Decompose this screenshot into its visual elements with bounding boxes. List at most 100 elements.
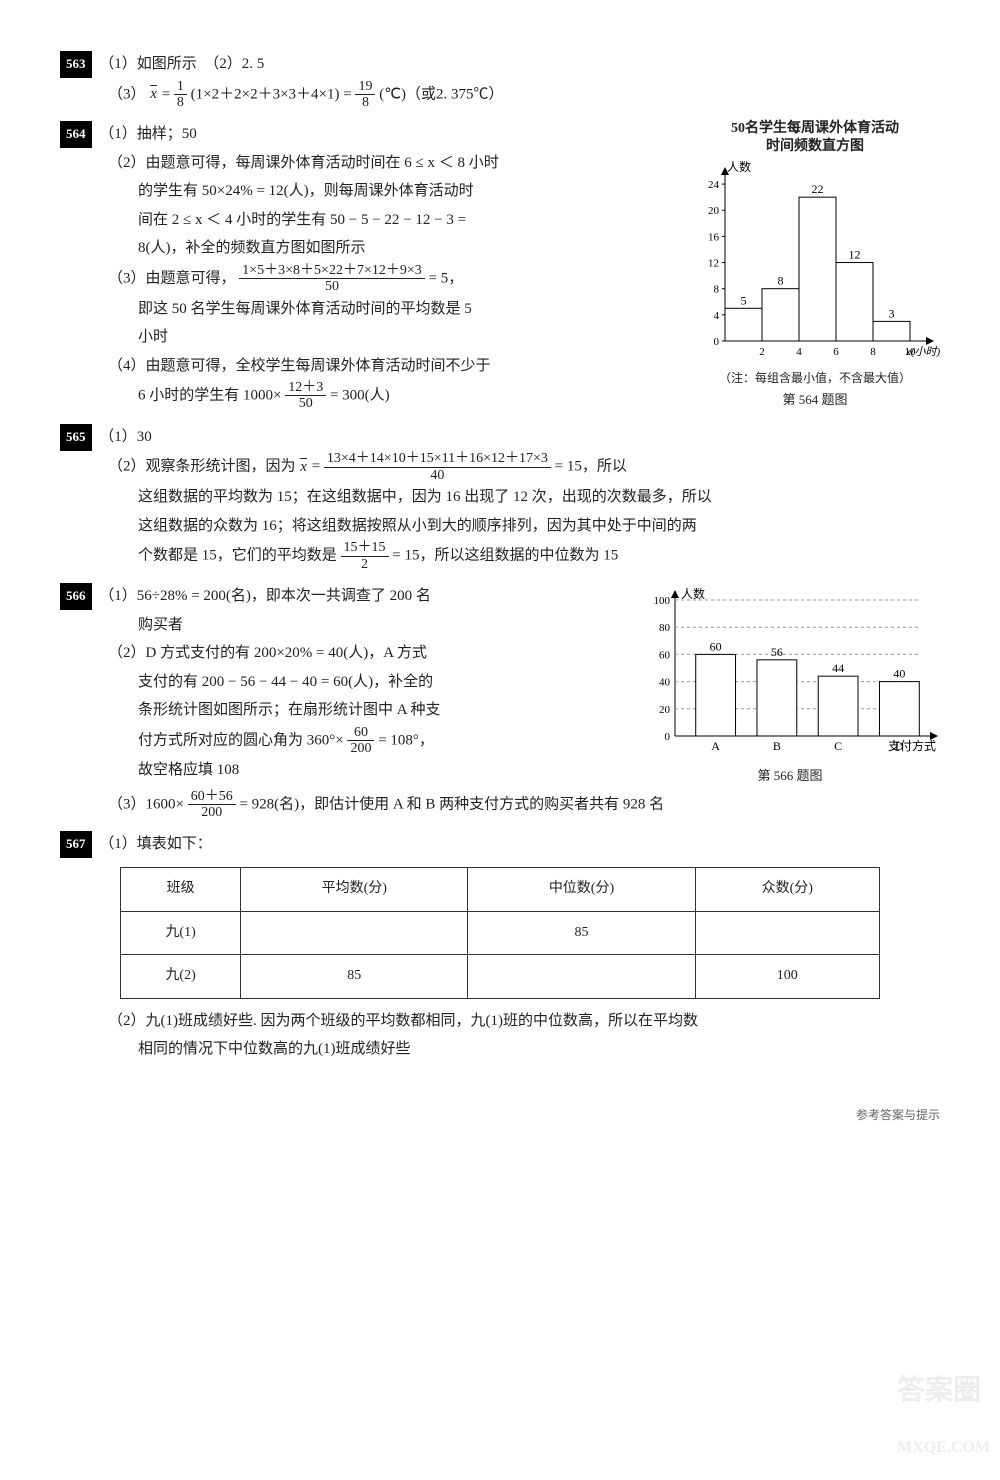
chart-caption: 第 566 题图: [640, 764, 940, 789]
line: （2）观察条形统计图，因为 x = 13×4＋14×10＋15×11＋16×12…: [60, 451, 940, 483]
problem-number: 563: [60, 51, 92, 78]
line: 的学生有 50×24% = 12(人)，则每周课外体育活动时: [60, 177, 680, 206]
svg-text:8: 8: [714, 283, 720, 295]
bar-chart-svg: 02040608010060A56B44C40D人数支付方式: [640, 582, 940, 762]
line: 付方式所对应的圆心角为 360°× 60200 = 108°，: [60, 725, 630, 757]
problem-563: 563 （1）如图所示 （2）2. 5 （3） x = 18 (1×2＋2×2＋…: [60, 50, 940, 110]
svg-text:60: 60: [710, 639, 722, 653]
line: 6 小时的学生有 1000× 12＋350 = 300(人): [60, 380, 680, 412]
svg-text:8: 8: [870, 346, 876, 358]
line: （2）九(1)班成绩好些. 因为两个班级的平均数都相同，九(1)班的中位数高，所…: [60, 1007, 940, 1036]
table-567: 班级 平均数(分) 中位数(分) 众数(分) 九(1) 85 九(2) 85 1…: [120, 867, 880, 999]
line: 间在 2 ≤ x ＜ 4 小时的学生有 50 − 5 − 22 − 12 − 3…: [60, 206, 680, 235]
line: （2）由题意可得，每周课外体育活动时间在 6 ≤ x ＜ 8 小时: [60, 149, 680, 178]
svg-text:44: 44: [832, 661, 844, 675]
fraction: 1×5＋3×8＋5×22＋7×12＋9×350: [239, 263, 424, 295]
problem-564: 564 （1）抽样；50 （2）由题意可得，每周课外体育活动时间在 6 ≤ x …: [60, 120, 940, 413]
problem-number: 567: [60, 831, 92, 858]
fraction: 60＋56200: [188, 789, 236, 821]
line: 相同的情况下中位数高的九(1)班成绩好些: [60, 1035, 940, 1064]
svg-text:40: 40: [659, 677, 671, 689]
svg-text:22: 22: [812, 182, 824, 196]
svg-text:20: 20: [708, 205, 720, 217]
line: 8(人)，补全的频数直方图如图所示: [60, 234, 680, 263]
svg-text:2: 2: [759, 346, 765, 358]
line: 这组数据的众数为 16；将这组数据按照从小到大的顺序排列，因为其中处于中间的两: [60, 512, 940, 541]
line: 即这 50 名学生每周课外体育活动时间的平均数是 5: [60, 295, 680, 324]
fraction: 18: [174, 79, 187, 111]
line: （3） x = 18 (1×2＋2×2＋3×3＋4×1) = 198 (℃)（或…: [60, 79, 940, 111]
line: （3）1600× 60＋56200 = 928(名)，即估计使用 A 和 B 两…: [60, 789, 940, 821]
problem-number: 566: [60, 583, 92, 610]
table-row: 九(1) 85: [121, 911, 880, 955]
line: （4）由题意可得，全校学生每周课外体育活动时间不少于: [60, 352, 680, 381]
line: 565 （1）30: [60, 423, 940, 452]
svg-text:24: 24: [708, 179, 720, 191]
problem-565: 565 （1）30 （2）观察条形统计图，因为 x = 13×4＋14×10＋1…: [60, 423, 940, 572]
line: 条形统计图如图所示；在扇形统计图中 A 种支: [60, 696, 630, 725]
svg-text:支付方式: 支付方式: [888, 738, 936, 753]
svg-text:4: 4: [714, 310, 720, 322]
x-bar: x: [299, 459, 308, 475]
table-header: 众数(分): [695, 867, 879, 911]
histogram-svg: 048121620245822123246810人数x(小时): [690, 161, 940, 371]
table-row: 九(2) 85 100: [121, 955, 880, 999]
svg-text:12: 12: [849, 247, 861, 261]
page-footer: 参考答案与提示: [60, 1104, 940, 1127]
text: （1）如图所示 （2）2. 5: [99, 56, 264, 72]
chart-title: 50名学生每周课外体育活动 时间频数直方图: [690, 120, 940, 156]
svg-text:6: 6: [833, 346, 839, 358]
svg-text:B: B: [773, 739, 781, 753]
problem-number: 565: [60, 424, 92, 451]
line: （3）由题意可得， 1×5＋3×8＋5×22＋7×12＋9×350 = 5，: [60, 263, 680, 295]
svg-text:16: 16: [708, 231, 720, 243]
fraction: 198: [355, 79, 375, 111]
chart-caption: 第 564 题图: [690, 388, 940, 413]
fraction: 15＋152: [341, 540, 389, 572]
x-bar: x: [149, 86, 158, 102]
svg-text:60: 60: [659, 649, 671, 661]
line: 563 （1）如图所示 （2）2. 5: [60, 50, 940, 79]
histogram-564: 50名学生每周课外体育活动 时间频数直方图 048121620245822123…: [690, 120, 940, 413]
svg-text:C: C: [834, 739, 842, 753]
svg-text:3: 3: [889, 306, 895, 320]
problem-567: 567 （1）填表如下： 班级 平均数(分) 中位数(分) 众数(分) 九(1)…: [60, 830, 940, 1063]
line: 564 （1）抽样；50: [60, 120, 680, 149]
table-header-row: 班级 平均数(分) 中位数(分) 众数(分): [121, 867, 880, 911]
svg-text:100: 100: [654, 595, 671, 607]
svg-text:56: 56: [771, 645, 783, 659]
table-header: 中位数(分): [468, 867, 695, 911]
svg-text:80: 80: [659, 622, 671, 634]
fraction: 12＋350: [285, 380, 326, 412]
svg-text:5: 5: [741, 293, 747, 307]
svg-text:20: 20: [659, 704, 671, 716]
svg-text:0: 0: [714, 336, 720, 348]
line: 567 （1）填表如下：: [60, 830, 940, 859]
svg-text:4: 4: [796, 346, 802, 358]
line: （2）D 方式支付的有 200×20% = 40(人)，A 方式: [60, 639, 630, 668]
line: 故空格应填 108: [60, 756, 630, 785]
table-header: 平均数(分): [241, 867, 468, 911]
line: 小时: [60, 323, 680, 352]
problem-number: 564: [60, 121, 92, 148]
svg-text:A: A: [711, 739, 720, 753]
line: 这组数据的平均数为 15；在这组数据中，因为 16 出现了 12 次，出现的次数…: [60, 483, 940, 512]
svg-text:40: 40: [893, 667, 905, 681]
line: 个数都是 15，它们的平均数是 15＋152 = 15，所以这组数据的中位数为 …: [60, 540, 940, 572]
svg-text:12: 12: [708, 257, 719, 269]
problem-566: 566 （1）56÷28% = 200(名)，即本次一共调查了 200 名 购买…: [60, 582, 940, 820]
line: 支付的有 200 − 56 − 44 − 40 = 60(人)，补全的: [60, 668, 630, 697]
chart-note: （注：每组含最小值，不含最大值）: [690, 371, 940, 387]
svg-text:x(小时): x(小时): [905, 345, 940, 358]
svg-text:0: 0: [665, 731, 671, 743]
svg-text:人数: 人数: [681, 586, 705, 601]
svg-text:8: 8: [778, 273, 784, 287]
line: 566 （1）56÷28% = 200(名)，即本次一共调查了 200 名: [60, 582, 630, 611]
fraction: 13×4＋14×10＋15×11＋16×12＋17×340: [324, 451, 551, 483]
bar-chart-566: 02040608010060A56B44C40D人数支付方式 第 566 题图: [640, 582, 940, 789]
line: 购买者: [60, 611, 630, 640]
svg-text:人数: 人数: [727, 161, 751, 174]
table-header: 班级: [121, 867, 241, 911]
fraction: 60200: [347, 725, 374, 757]
watermark: 答案圈 MXQE.COM: [897, 1364, 990, 1470]
